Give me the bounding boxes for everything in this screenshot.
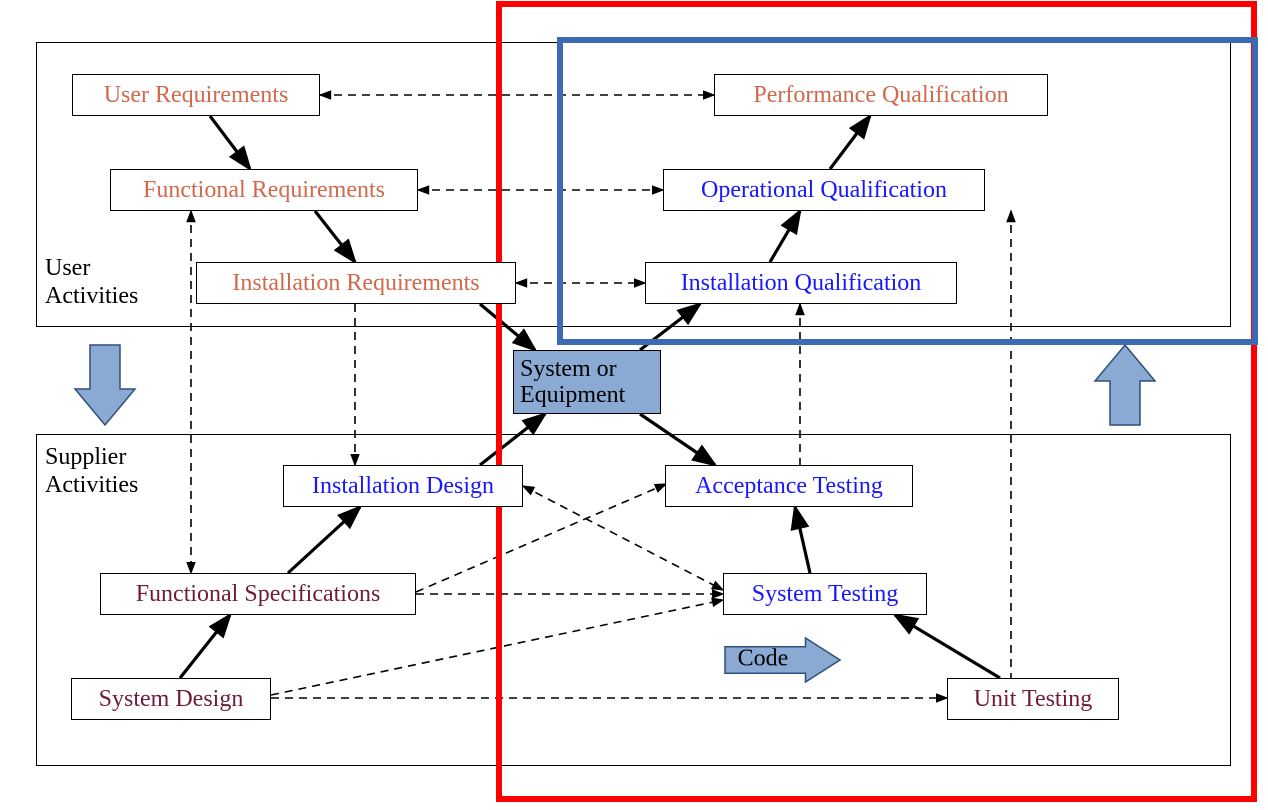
node-at: Acceptance Testing xyxy=(665,465,913,507)
node-fr: Functional Requirements xyxy=(110,169,418,211)
supplier-activities-label: SupplierActivities xyxy=(45,444,138,499)
node-sd: System Design xyxy=(71,678,271,720)
up-arrow-icon xyxy=(1095,345,1155,425)
node-oq: Operational Qualification xyxy=(663,169,985,211)
node-ur: User Requirements xyxy=(72,74,320,116)
node-pq: Performance Qualification xyxy=(714,74,1048,116)
node-iq: Installation Qualification xyxy=(645,262,957,304)
user-activities-label: UserActivities xyxy=(45,255,138,310)
node-se: System orEquipment xyxy=(513,350,661,414)
down-arrow-icon xyxy=(75,345,135,425)
node-ir: Installation Requirements xyxy=(196,262,516,304)
node-st: System Testing xyxy=(723,573,927,615)
node-ut: Unit Testing xyxy=(947,678,1119,720)
node-fs: Functional Specifications xyxy=(100,573,416,615)
node-id: Installation Design xyxy=(283,465,523,507)
